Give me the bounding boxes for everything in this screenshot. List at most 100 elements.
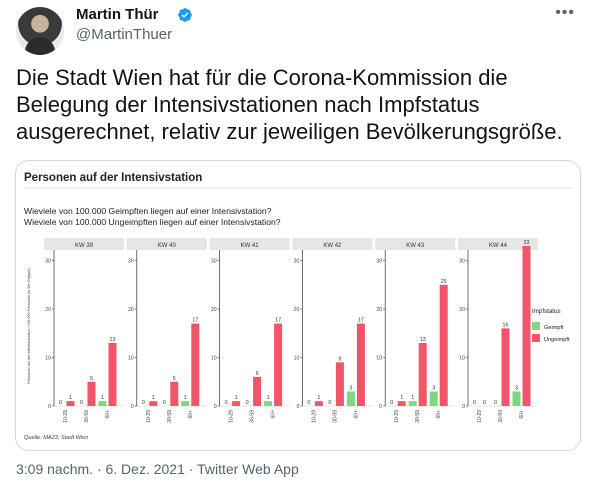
- x-tick-label: 60+: [436, 410, 442, 419]
- data-label: 0: [483, 400, 486, 406]
- data-label: 9: [338, 356, 341, 362]
- data-label: 13: [420, 337, 426, 343]
- y-tick-label: 20: [294, 307, 300, 313]
- y-tick-label: 20: [128, 307, 134, 313]
- data-label: 0: [80, 400, 83, 406]
- bar-chart: Personen auf der Intensivstation Wieviele…: [24, 172, 572, 441]
- data-label: 1: [411, 395, 414, 401]
- y-tick-label: 10: [459, 356, 465, 362]
- panel-header: [375, 238, 456, 250]
- y-tick-label: 20: [45, 307, 51, 313]
- x-tick-label: 60+: [105, 410, 111, 419]
- y-tick-label: 0: [462, 404, 465, 410]
- x-tick-label: 30-59: [415, 410, 421, 423]
- bar-geimpft: [98, 401, 107, 406]
- bar-ungeimpft: [335, 362, 344, 406]
- y-tick-label: 20: [211, 307, 217, 313]
- data-label: 17: [358, 318, 364, 324]
- data-label: 1: [267, 395, 270, 401]
- data-label: 5: [90, 376, 93, 382]
- data-label: 33: [524, 240, 530, 246]
- data-label: 0: [390, 400, 393, 406]
- x-tick-label: 30-59: [332, 410, 338, 423]
- bar-ungeimpft: [314, 401, 323, 406]
- bar-ungeimpft: [232, 401, 241, 406]
- author-name[interactable]: Martin Thür: [76, 6, 159, 23]
- x-tick-label: 60+: [271, 410, 277, 419]
- y-tick-label: 10: [376, 356, 382, 362]
- y-tick-label: 10: [294, 356, 300, 362]
- data-label: 0: [59, 400, 62, 406]
- data-label: 0: [246, 400, 249, 406]
- chart-subtitle-line: Wieviele von 100.000 Ungeimpften liegen …: [24, 217, 281, 227]
- panel-label: KW 41: [241, 243, 260, 249]
- data-label: 0: [225, 400, 228, 406]
- chart-title: Personen auf der Intensivstation: [24, 172, 202, 184]
- data-label: 3: [432, 385, 435, 391]
- data-label: 1: [235, 395, 238, 401]
- data-label: 13: [110, 337, 116, 343]
- panel-label: KW 43: [406, 243, 425, 249]
- data-label: 0: [494, 400, 497, 406]
- x-tick-label: 10-29: [394, 410, 400, 423]
- chart-subtitle-line: Wieviele von 100.000 Geimpften liegen au…: [24, 206, 272, 216]
- bar-ungeimpft: [108, 342, 117, 406]
- y-tick-label: 30: [128, 259, 134, 265]
- panel-label: KW 40: [158, 243, 177, 249]
- x-tick-label: 60+: [188, 410, 194, 419]
- y-tick-label: 30: [376, 259, 382, 265]
- bar-geimpft: [264, 401, 273, 406]
- legend-title: Impfstatus: [532, 308, 561, 315]
- data-label: 1: [184, 395, 187, 401]
- data-label: 3: [349, 385, 352, 391]
- y-tick-label: 10: [45, 356, 51, 362]
- verified-badge-icon: [178, 8, 192, 22]
- data-label: 17: [275, 318, 281, 324]
- y-tick-label: 0: [297, 404, 300, 410]
- tweet-text: Die Stadt Wien hat für die Corona-Kommis…: [16, 65, 563, 144]
- data-label: 1: [317, 395, 320, 401]
- y-tick-label: 20: [459, 307, 465, 313]
- legend-swatch-ungeimpft: [532, 334, 540, 342]
- tweet-timestamp[interactable]: 3:09 nachm. · 6. Dez. 2021 · Twitter Web…: [16, 461, 299, 477]
- bar-geimpft: [408, 401, 417, 406]
- bar-ungeimpft: [66, 401, 75, 406]
- legend-swatch-geimpft: [532, 322, 540, 330]
- more-horizontal-icon[interactable]: •••: [555, 4, 575, 21]
- bar-ungeimpft: [439, 284, 448, 406]
- tweet-media-image[interactable]: Personen auf der Intensivstation Wieviele…: [15, 160, 581, 451]
- bar-geimpft: [346, 391, 355, 406]
- avatar[interactable]: [16, 7, 64, 55]
- chart-source: Quelle: MA23, Stadt Wien: [24, 435, 88, 441]
- y-tick-label: 0: [131, 404, 134, 410]
- data-label: 16: [503, 322, 509, 328]
- y-tick-label: 20: [376, 307, 382, 313]
- x-tick-label: 60+: [519, 410, 525, 419]
- y-tick-label: 30: [459, 259, 465, 265]
- x-tick-label: 10-29: [229, 410, 235, 423]
- x-tick-label: 10-29: [146, 410, 152, 423]
- bar-ungeimpft: [87, 381, 96, 406]
- bar-geimpft: [429, 391, 438, 406]
- data-label: 1: [152, 395, 155, 401]
- x-tick-label: 60+: [353, 410, 359, 419]
- y-tick-label: 0: [214, 404, 217, 410]
- bar-ungeimpft: [191, 323, 200, 406]
- data-label: 5: [173, 376, 176, 382]
- panel-header: [209, 238, 290, 250]
- x-tick-label: 10-29: [477, 410, 483, 423]
- panel-label: KW 39: [75, 243, 94, 249]
- panel-label: KW 42: [323, 243, 342, 249]
- data-label: 17: [192, 318, 198, 324]
- panel-header: [458, 238, 538, 250]
- y-tick-label: 0: [48, 404, 51, 410]
- bar-ungeimpft: [274, 323, 283, 406]
- bar-geimpft: [181, 401, 190, 406]
- data-label: 1: [69, 395, 72, 401]
- author-handle[interactable]: @MartinThuer: [76, 26, 173, 43]
- bar-ungeimpft: [397, 401, 406, 406]
- data-label: 6: [256, 371, 259, 377]
- bar-ungeimpft: [418, 342, 427, 406]
- bar-ungeimpft: [522, 246, 531, 406]
- data-label: 25: [441, 279, 447, 285]
